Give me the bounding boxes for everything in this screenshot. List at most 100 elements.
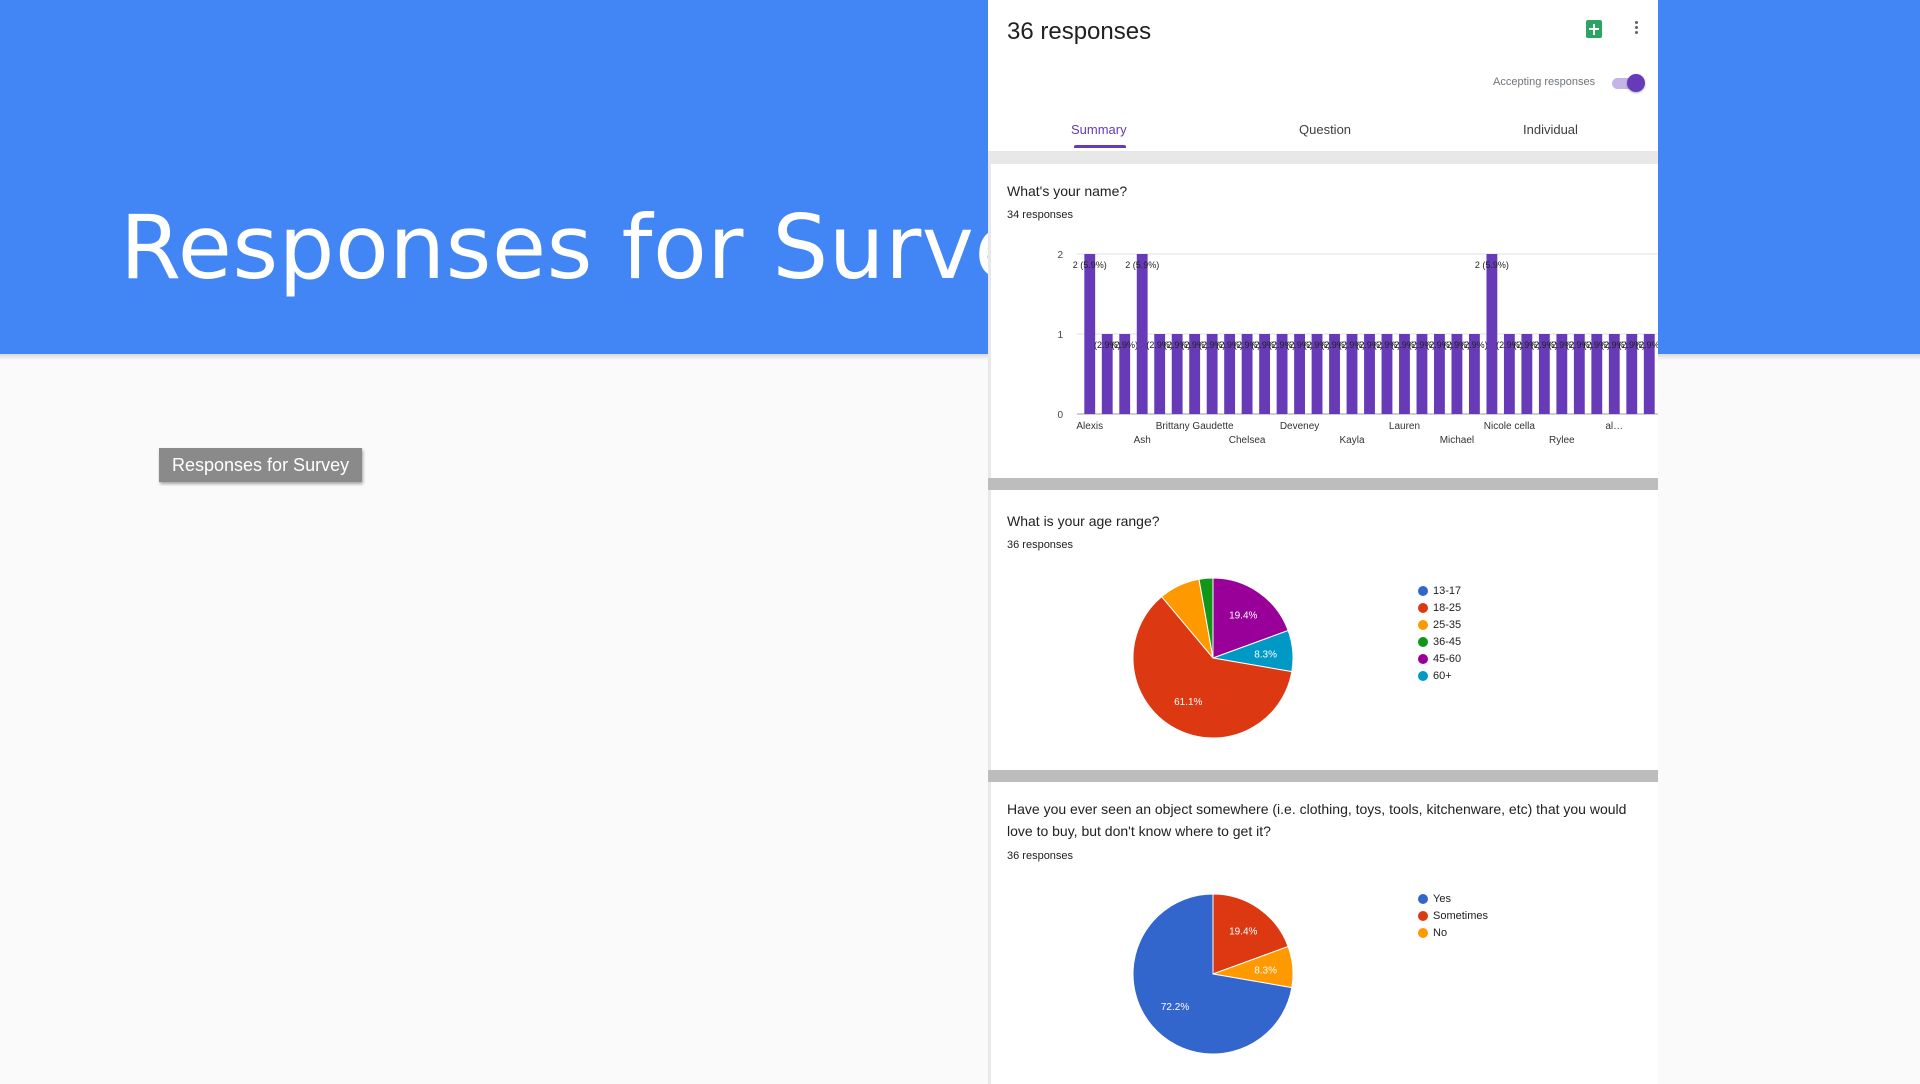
response-count: 34 responses bbox=[1007, 209, 1074, 221]
bar bbox=[1346, 334, 1358, 414]
legend-swatch bbox=[1418, 636, 1428, 647]
pie-slice-label: 19.4% bbox=[1229, 611, 1257, 622]
bar-data-label: 2 (5.9%) bbox=[1475, 260, 1509, 270]
more-vert-icon[interactable] bbox=[1633, 19, 1639, 37]
x-tick-label: Nicole cella bbox=[1484, 421, 1536, 432]
legend-swatch bbox=[1418, 585, 1428, 596]
age-legend: 13-17 18-25 25-35 36-45 45-60 60+ bbox=[1418, 582, 1461, 684]
bar bbox=[1573, 334, 1585, 414]
bar-data-label: 2 (5.9%) bbox=[1073, 260, 1107, 270]
bar-data-label: (2.9%) bbox=[1496, 340, 1523, 350]
legend-swatch bbox=[1418, 910, 1428, 921]
pie-slice bbox=[1132, 596, 1293, 739]
bar bbox=[1241, 334, 1253, 414]
bar-data-label: (2.9%) bbox=[1374, 340, 1401, 350]
tab-individual[interactable]: Individual bbox=[1523, 122, 1578, 137]
bar-data-label: (2.9%) bbox=[1531, 340, 1558, 350]
bar bbox=[1486, 254, 1498, 414]
toggle-knob bbox=[1627, 74, 1645, 92]
bar bbox=[1084, 254, 1096, 414]
legend-item: No bbox=[1418, 924, 1488, 941]
x-tick-label: Chelsea bbox=[1229, 435, 1266, 446]
bar-data-label: (2.9%) bbox=[1601, 340, 1628, 350]
bar-data-label: (2.9%) bbox=[1304, 340, 1331, 350]
accepting-responses-toggle[interactable] bbox=[1610, 74, 1645, 92]
pie-slice bbox=[1212, 577, 1289, 659]
question-card-age: What is your age range? 36 responses 19.… bbox=[991, 490, 1658, 770]
bar-data-label: (2.9%) bbox=[1391, 340, 1418, 350]
legend-label: 36-45 bbox=[1433, 635, 1462, 648]
bar-data-label: (2.9%) bbox=[1409, 340, 1436, 350]
bar bbox=[1468, 334, 1480, 414]
bar bbox=[1276, 334, 1288, 414]
title-chip[interactable]: Responses for Survey bbox=[159, 448, 363, 482]
question-card-name: What's your name? 34 responses 0 1 2 2 (5.9… bbox=[991, 164, 1658, 478]
x-tick-label: Michael bbox=[1440, 435, 1474, 446]
y-tick-label: 0 bbox=[1057, 410, 1063, 421]
x-tick-label: al… bbox=[1605, 421, 1623, 432]
tab-question[interactable]: Question bbox=[1299, 122, 1352, 137]
bar-data-label: (2.9%) bbox=[1181, 340, 1208, 350]
bar-data-label: (2.9%) bbox=[1461, 340, 1488, 350]
question-title: What's your name? bbox=[1007, 183, 1128, 199]
bar-data-label: (2.9%) bbox=[1566, 340, 1593, 350]
x-tick-label: Lauren bbox=[1389, 421, 1420, 432]
legend-label: No bbox=[1433, 926, 1448, 939]
legend-label: 13-17 bbox=[1433, 584, 1462, 597]
legend-swatch bbox=[1418, 653, 1428, 664]
legend-item: 13-17 bbox=[1418, 582, 1461, 599]
bar bbox=[1434, 334, 1445, 414]
bar bbox=[1101, 334, 1113, 414]
legend-item: 36-45 bbox=[1418, 633, 1461, 650]
response-count: 36 responses bbox=[1007, 850, 1074, 862]
legend-item: 60+ bbox=[1418, 667, 1461, 684]
legend-swatch bbox=[1418, 602, 1428, 613]
active-tab-indicator bbox=[1074, 145, 1126, 148]
bar-data-label: (2.9%) bbox=[1216, 340, 1243, 350]
legend-item: 18-25 bbox=[1418, 599, 1461, 616]
banner-shadow bbox=[0, 354, 1920, 360]
responses-header: 36 responses Accepting responses Summary… bbox=[988, 0, 1658, 152]
bar bbox=[1311, 334, 1323, 414]
bar bbox=[1171, 334, 1183, 414]
bar bbox=[1399, 334, 1410, 414]
bar-data-label: (2.9%) bbox=[1251, 340, 1278, 350]
bar-data-label: (2.9%) bbox=[1619, 340, 1646, 350]
y-tick-label: 2 bbox=[1057, 250, 1063, 261]
slide-title: Responses for Survey bbox=[120, 196, 1082, 299]
legend-label: 25-35 bbox=[1433, 618, 1462, 631]
bar bbox=[1556, 334, 1568, 414]
sheets-icon[interactable] bbox=[1586, 20, 1602, 38]
object-pie-chart: 19.4% 8.3% 72.2% bbox=[1132, 893, 1294, 1055]
object-legend: Yes Sometimes No bbox=[1418, 890, 1488, 941]
bar-data-label: (2.9%) bbox=[1339, 340, 1366, 350]
legend-swatch bbox=[1418, 670, 1428, 681]
legend-label: 18-25 bbox=[1433, 601, 1462, 614]
x-tick-label: Rylee bbox=[1549, 435, 1575, 446]
pie-slice-label: 61.1% bbox=[1174, 697, 1202, 708]
legend-item: Sometimes bbox=[1418, 907, 1488, 924]
legend-label: Yes bbox=[1433, 892, 1451, 905]
bar-data-label: (2.9%) bbox=[1286, 340, 1313, 350]
card-divider bbox=[988, 478, 1658, 490]
legend-label: Sometimes bbox=[1433, 909, 1489, 922]
bar bbox=[1591, 334, 1603, 414]
bar-data-label: (2.9%) bbox=[1199, 340, 1226, 350]
pie-slice-label: 8.3% bbox=[1254, 965, 1277, 976]
tab-summary[interactable]: Summary bbox=[1071, 122, 1127, 137]
question-title: Have you ever seen an object somewhere (… bbox=[1007, 801, 1627, 839]
bar-data-label: (2.9%) bbox=[1094, 340, 1121, 350]
bar-data-label: (2.9%) bbox=[1164, 340, 1191, 350]
bar-data-label: (2.9%) bbox=[1584, 340, 1611, 350]
pie-slice-label: 72.2% bbox=[1161, 1002, 1189, 1013]
pie-slice-label: 8.3% bbox=[1254, 649, 1277, 660]
bar bbox=[1608, 334, 1620, 414]
x-tick-label: Alexis bbox=[1076, 421, 1103, 432]
legend-item: 45-60 bbox=[1418, 650, 1461, 667]
bar bbox=[1119, 334, 1131, 414]
bar-data-label: (2.9%) bbox=[1269, 340, 1296, 350]
pie-slice bbox=[1132, 893, 1293, 1055]
bar bbox=[1224, 334, 1236, 414]
bar-data-label: (2.9%) bbox=[1426, 340, 1453, 350]
